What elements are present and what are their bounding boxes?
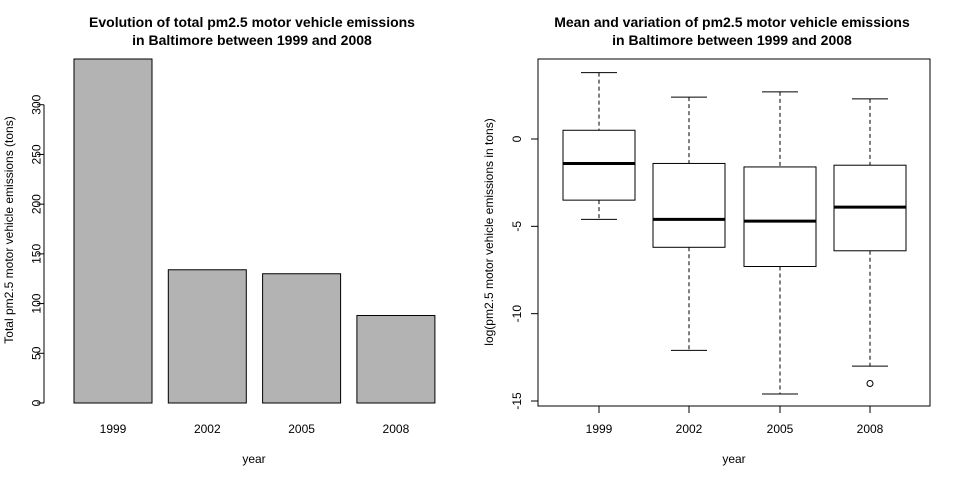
bar-chart: Evolution of total pm2.5 motor vehicle e…: [2, 14, 436, 466]
bar-y-axis: 0 50 100 150 200 250 300: [30, 94, 45, 406]
box-chart-title-line-2: in Baltimore between 1999 and 2008: [612, 32, 852, 48]
box-1999: [562, 72, 636, 220]
bar-y-tick-label: 200: [30, 194, 44, 214]
box-iqr: [743, 166, 817, 268]
bar-chart-x-axis-label: year: [242, 452, 265, 466]
bar-x-tick-label: 2008: [383, 422, 410, 436]
box-iqr: [562, 129, 636, 201]
bar-x-tick-label: 2005: [288, 422, 315, 436]
box-y-axis: -15 -10 -5 0: [510, 135, 539, 410]
box-chart-title-line-1: Mean and variation of pm2.5 motor vehicl…: [554, 14, 910, 30]
bar-y-tick-label: 0: [30, 399, 44, 406]
box-x-tick-label: 2005: [767, 422, 794, 436]
box-x-tick-labels: 1999 2002 2005 2008: [586, 406, 884, 436]
bar: [262, 273, 342, 404]
bar-chart-title-line-1: Evolution of total pm2.5 motor vehicle e…: [89, 14, 415, 30]
bar-y-tick-label: 300: [30, 94, 44, 114]
box-chart: Mean and variation of pm2.5 motor vehicl…: [482, 14, 931, 466]
boxes: [562, 72, 907, 395]
bar: [73, 58, 153, 404]
box-y-tick-label: -5: [510, 221, 524, 232]
box-y-tick-label: -10: [510, 305, 524, 323]
bar-y-tick-label: 150: [30, 244, 44, 264]
box-2005: [743, 91, 817, 395]
bar: [356, 315, 436, 404]
box-y-tick-label: -15: [510, 392, 524, 410]
box-x-tick-label: 2002: [676, 422, 703, 436]
box-2002: [652, 96, 726, 351]
bar-y-tick-label: 250: [30, 144, 44, 164]
bar-chart-title-line-2: in Baltimore between 1999 and 2008: [132, 32, 372, 48]
bars: [73, 58, 436, 404]
bar: [167, 269, 247, 404]
box-x-tick-label: 2008: [857, 422, 884, 436]
bar-y-tick-label: 100: [30, 293, 44, 313]
box-chart-x-axis-label: year: [722, 452, 745, 466]
box-iqr: [652, 162, 726, 248]
bar-x-tick-labels: 1999 2002 2005 2008: [100, 422, 410, 436]
bar-y-tick-label: 50: [30, 346, 44, 360]
bar-x-tick-label: 1999: [100, 422, 127, 436]
bar-chart-y-axis-label: Total pm2.5 motor vehicle emissions (ton…: [2, 116, 16, 343]
bar-x-tick-label: 2002: [194, 422, 221, 436]
box-chart-y-axis-label: log(pm2.5 motor vehicle emissions in ton…: [482, 118, 496, 345]
box-y-tick-label: 0: [510, 135, 524, 142]
box-x-tick-label: 1999: [586, 422, 613, 436]
outlier-point: [866, 380, 874, 388]
box-2008: [833, 98, 907, 388]
